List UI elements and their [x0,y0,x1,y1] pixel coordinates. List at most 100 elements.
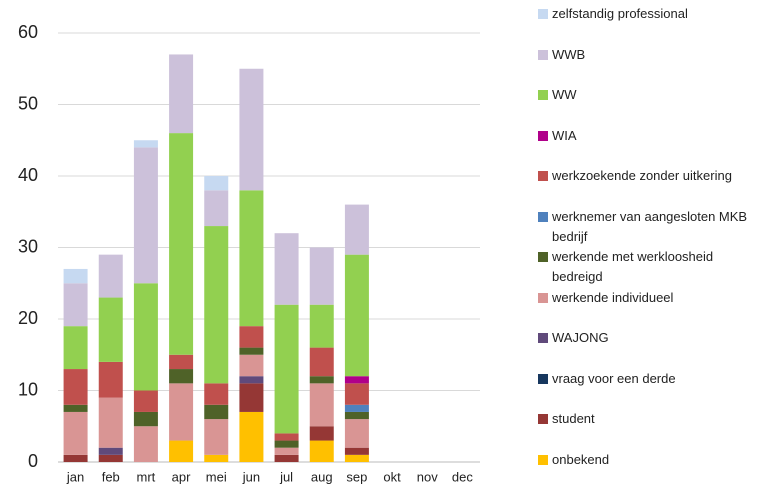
legend-label: werkende individueel [552,289,674,305]
bar-segment [204,226,229,384]
bar-segment [344,411,369,420]
legend-swatch [538,252,548,262]
legend-swatch [538,414,548,424]
legend-swatch [538,49,548,60]
bar-segment [274,233,299,305]
bar-segment [169,54,194,134]
bar-segment [344,204,369,255]
bar-segment [274,304,299,434]
bar-segment [239,354,264,377]
y-tick-label: 10 [18,379,38,399]
bar-segment [63,369,88,405]
legend-label: onbekend [552,451,610,467]
legend-swatch [538,333,548,343]
bar-segment [274,440,299,448]
bar-segment [309,376,334,384]
bar-segment [63,283,88,327]
bar-segment [239,68,264,191]
legend-swatch [538,373,548,384]
bar-segment [274,454,299,462]
bar-segment [344,254,369,377]
x-tick-label: jun [242,469,260,484]
bar-segment [169,383,194,441]
bar-segment [133,140,158,148]
bar-segment [309,383,334,427]
bar-segment [169,354,194,370]
x-tick-label: mei [206,469,227,484]
legend-item: WAJONG [538,328,754,348]
legend-swatch [538,9,548,19]
legend-item: vraag voor een derde [538,369,754,389]
y-tick-label: 60 [18,22,38,42]
legend-label: WW [552,87,577,102]
bar-segment [63,326,88,370]
legend-swatch [538,130,548,141]
bar-segment [309,247,334,305]
legend-item: WWB [538,45,754,65]
bar-segment [204,454,229,462]
legend-item: werkende individueel [538,288,754,308]
bar-segment [239,347,264,355]
bar-segment [344,383,369,405]
bar-segment [63,404,88,412]
bar-segment [133,147,158,284]
legend-item: werkzoekende zonder uitkering [538,166,754,186]
y-tick-label: 30 [18,236,38,256]
bar-segment [344,376,369,384]
bar-segment [98,297,123,362]
bar-segment [169,369,194,384]
legend-label: werkende met werkloosheid bedreigd [552,249,714,284]
legend-item: WW [538,85,754,105]
legend-label: WIA [552,127,577,143]
bar-segment [239,411,264,462]
bar-segment [133,411,158,427]
legend-label: WWB [552,46,586,62]
legend-label: WAJONG [552,330,609,345]
bar-segment [344,419,369,448]
x-tick-label: mrt [137,469,156,484]
bar-segment [133,390,158,412]
x-tick-label: okt [383,469,401,484]
bar-segment [309,304,334,348]
legend-item: WIA [538,126,754,146]
bar-segment [204,383,229,405]
bar-segment [239,383,264,412]
x-tick-label: apr [172,469,191,484]
legend-swatch [538,211,548,222]
bar-segment [344,454,369,462]
legend-item: werknemer van aangesloten MKB bedrijf [538,207,754,247]
y-tick-label: 50 [18,93,38,113]
bar-segment [309,440,334,462]
bar-segment [204,404,229,420]
legend-swatch [538,90,548,100]
bar-segment [344,447,369,455]
legend-label: werknemer van aangesloten MKB bedrijf [552,208,748,244]
bar-segment [63,268,88,284]
x-tick-label: sep [346,469,367,484]
bar-segment [169,133,194,355]
bar-segment [274,433,299,441]
x-tick-label: aug [311,469,333,484]
bar-segment [204,176,229,191]
bar-segment [239,326,264,348]
legend-item: student [538,409,754,429]
legend-label: werkzoekende zonder uitkering [552,168,732,183]
bar-segment [98,361,123,398]
bar-segment [133,283,158,391]
bar-segment [98,254,123,298]
bar-segment [98,447,123,455]
legend-label: vraag voor een derde [552,370,676,386]
y-tick-label: 0 [28,451,38,471]
x-tick-label: jan [66,469,84,484]
bar-segment [239,190,264,327]
bar-segment [239,376,264,384]
bar-segment [309,347,334,377]
legend-swatch [538,454,548,465]
bar-segment [98,397,123,448]
legend-item: onbekend [538,450,754,470]
legend-label: zelfstandig professional [552,6,688,21]
bar-segment [204,419,229,455]
legend-item: werkende met werkloosheid bedreigd [538,247,754,287]
bar-segment [344,404,369,412]
